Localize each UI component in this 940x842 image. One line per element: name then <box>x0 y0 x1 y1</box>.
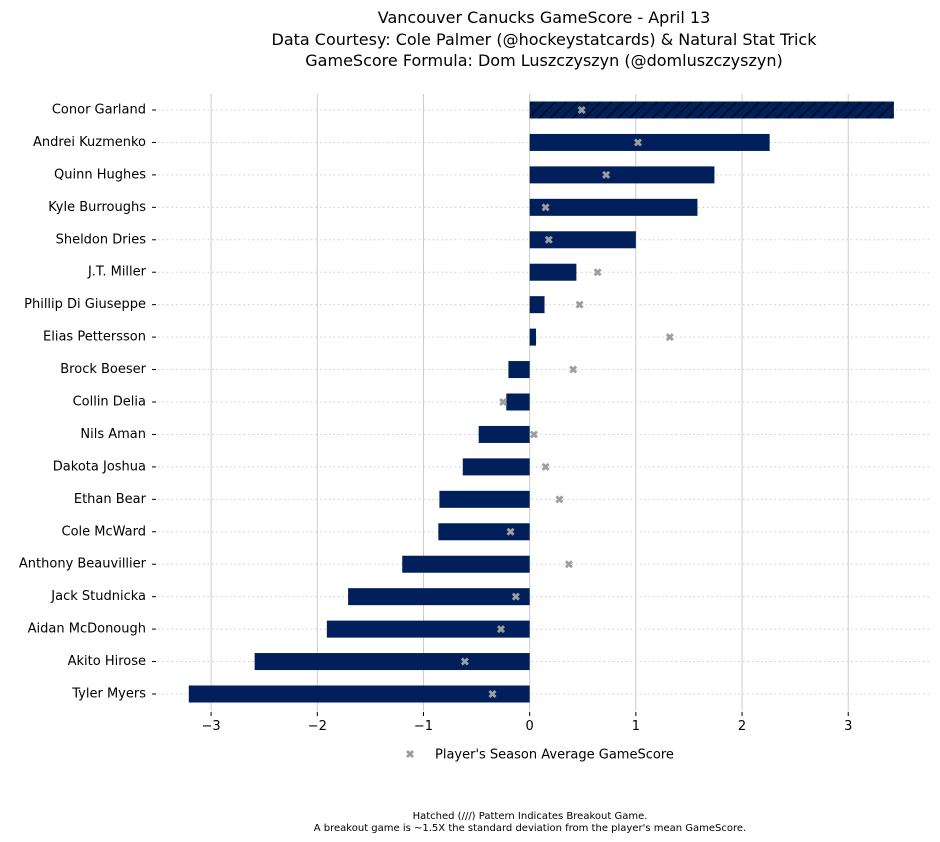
grid <box>158 94 930 711</box>
season-average-marker-5 <box>593 268 602 277</box>
season-average-marker-3 <box>541 203 550 212</box>
bar-7 <box>529 328 537 346</box>
bar-11 <box>462 458 530 476</box>
footnote-line-1: Hatched (///) Pattern Indicates Breakout… <box>413 811 648 822</box>
title-line-3: GameScore Formula: Dom Luszczyszyn (@dom… <box>305 51 782 70</box>
season-average-marker-14 <box>564 560 573 569</box>
player-label-5: J.T. Miller <box>87 265 147 280</box>
season-average-marker-2 <box>602 170 611 179</box>
bar-5 <box>529 263 577 281</box>
bar-16 <box>326 620 530 638</box>
player-label-8: Brock Boeser <box>60 362 146 377</box>
bar-15 <box>348 588 530 606</box>
season-average-marker-12 <box>555 495 564 504</box>
x-tick-label-0: −3 <box>202 719 221 734</box>
x-tick-label-5: 2 <box>738 719 746 734</box>
bar-4 <box>529 231 636 249</box>
bar-1 <box>529 133 770 151</box>
season-average-marker-13 <box>506 527 515 536</box>
player-label-6: Phillip Di Giuseppe <box>24 297 146 312</box>
season-average-marker-15 <box>511 592 520 601</box>
bar-6 <box>529 296 545 314</box>
bar-8 <box>508 361 530 379</box>
bar-13 <box>438 523 530 541</box>
title-line-1: Vancouver Canucks GameScore - April 13 <box>378 8 711 27</box>
footnote-line-2: A breakout game is ~1.5X the standard de… <box>314 823 746 834</box>
season-average-marker-17 <box>460 657 469 666</box>
legend-marker-icon <box>406 750 414 758</box>
season-average-marker-18 <box>488 690 497 698</box>
bar-12 <box>439 490 530 508</box>
season-average-marker-0 <box>577 106 586 114</box>
season-average-marker-9 <box>499 398 508 406</box>
chart-title: Vancouver Canucks GameScore - April 13 D… <box>272 8 818 70</box>
x-tick-label-6: 3 <box>844 719 852 734</box>
player-label-16: Aidan McDonough <box>28 622 146 637</box>
bar-14 <box>402 555 530 573</box>
bar-18 <box>188 685 530 703</box>
bar-2 <box>529 166 715 184</box>
bar-3 <box>529 198 698 216</box>
season-average-marker-8 <box>569 365 578 374</box>
season-average-marker-10 <box>529 430 538 439</box>
x-tick-label-2: −1 <box>414 719 433 734</box>
player-label-4: Sheldon Dries <box>56 232 147 247</box>
x-tick-label-1: −2 <box>308 719 327 734</box>
bars <box>188 101 894 703</box>
player-label-11: Dakota Joshua <box>53 459 146 474</box>
season-average-marker-6 <box>575 300 584 309</box>
legend: Player's Season Average GameScore <box>406 748 674 763</box>
player-label-2: Quinn Hughes <box>54 167 146 182</box>
bar-17 <box>254 653 530 671</box>
season-average-marker-16 <box>496 625 505 634</box>
player-label-14: Anthony Beauvillier <box>19 557 147 572</box>
season-average-marker-11 <box>541 462 550 471</box>
player-label-12: Ethan Bear <box>74 492 147 507</box>
season-average-marker-4 <box>544 235 553 244</box>
player-label-9: Collin Delia <box>73 395 146 410</box>
bar-0 <box>529 101 894 119</box>
player-label-18: Tyler Myers <box>71 687 146 702</box>
legend-label: Player's Season Average GameScore <box>435 748 674 763</box>
bar-10 <box>478 425 530 443</box>
player-label-10: Nils Aman <box>80 427 146 442</box>
bar-9 <box>506 393 530 411</box>
player-label-13: Cole McWard <box>62 524 147 539</box>
x-axis-ticks: −3 −2 −1 0 1 2 3 <box>202 712 852 734</box>
player-label-3: Kyle Burroughs <box>48 200 146 215</box>
x-tick-label-3: 0 <box>526 719 534 734</box>
x-tick-label-4: 1 <box>632 719 640 734</box>
footnote: Hatched (///) Pattern Indicates Breakout… <box>314 811 746 834</box>
season-average-marker-1 <box>633 138 642 147</box>
player-label-1: Andrei Kuzmenko <box>33 135 146 150</box>
player-labels: Conor Garland Andrei Kuzmenko Quinn Hughes… <box>19 103 156 702</box>
player-label-17: Akito Hirose <box>68 654 146 669</box>
player-label-7: Elias Pettersson <box>43 330 146 345</box>
season-average-markers <box>460 106 674 698</box>
player-label-15: Jack Studnicka <box>50 589 146 604</box>
title-line-2: Data Courtesy: Cole Palmer (@hockeystatc… <box>272 30 818 49</box>
season-average-marker-7 <box>665 333 674 342</box>
player-label-0: Conor Garland <box>52 103 146 118</box>
